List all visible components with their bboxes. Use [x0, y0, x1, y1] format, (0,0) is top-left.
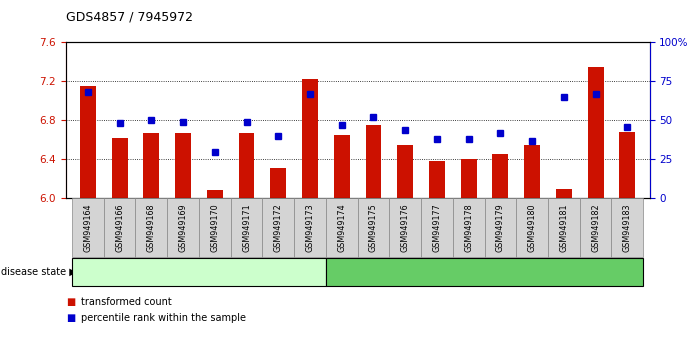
Bar [493, 154, 509, 198]
Bar [175, 133, 191, 198]
Bar [429, 161, 445, 198]
Text: GSM949183: GSM949183 [623, 203, 632, 252]
Text: GSM949168: GSM949168 [146, 203, 156, 252]
Text: GSM949173: GSM949173 [305, 203, 314, 252]
Text: GSM949176: GSM949176 [401, 203, 410, 252]
Text: GSM949182: GSM949182 [591, 203, 600, 252]
Text: ■: ■ [66, 313, 75, 323]
Text: GDS4857 / 7945972: GDS4857 / 7945972 [66, 11, 193, 24]
Text: GSM949174: GSM949174 [337, 203, 346, 252]
Text: transformed count: transformed count [81, 297, 171, 307]
Bar [397, 145, 413, 198]
Bar [366, 125, 381, 198]
Bar [207, 190, 223, 198]
Bar [270, 168, 286, 198]
Text: GSM949177: GSM949177 [433, 203, 442, 252]
Bar [238, 133, 254, 198]
Text: GSM949169: GSM949169 [178, 203, 187, 252]
Bar [556, 189, 571, 198]
Text: GSM949175: GSM949175 [369, 203, 378, 252]
Bar [334, 135, 350, 198]
Text: GSM949171: GSM949171 [242, 203, 251, 252]
Text: GSM949170: GSM949170 [210, 203, 219, 252]
Bar [524, 145, 540, 198]
Text: GSM949178: GSM949178 [464, 203, 473, 252]
Bar [112, 138, 128, 198]
Bar [461, 159, 477, 198]
Bar [619, 132, 635, 198]
Text: obstructive sleep apnea: obstructive sleep apnea [417, 267, 551, 277]
Text: GSM949180: GSM949180 [528, 203, 537, 252]
Text: GSM949172: GSM949172 [274, 203, 283, 252]
Bar [80, 86, 96, 198]
Bar [587, 67, 603, 198]
Bar [144, 133, 159, 198]
Text: GSM949179: GSM949179 [496, 203, 505, 252]
Text: GSM949166: GSM949166 [115, 203, 124, 252]
Text: percentile rank within the sample: percentile rank within the sample [81, 313, 246, 323]
Text: control: control [180, 267, 218, 277]
Text: ■: ■ [66, 297, 75, 307]
Text: GSM949181: GSM949181 [559, 203, 569, 252]
Text: disease state ▶: disease state ▶ [1, 267, 77, 277]
Bar [302, 80, 318, 198]
Text: GSM949164: GSM949164 [84, 203, 93, 252]
